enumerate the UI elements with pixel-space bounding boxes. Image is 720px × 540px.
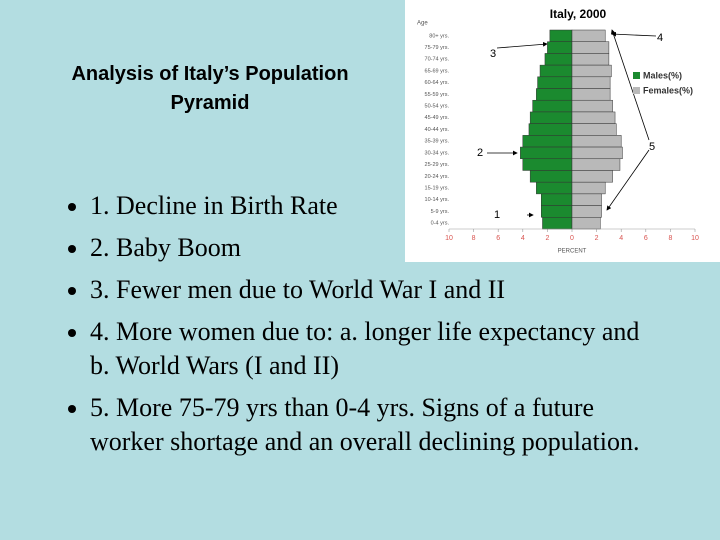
arrows — [487, 29, 657, 218]
x-tick-label: 2 — [595, 235, 599, 242]
bar — [532, 99, 573, 113]
annotation: 2 — [477, 147, 483, 159]
y-tick-label: 10-14 yrs. — [425, 197, 450, 203]
y-tick-label: 75-79 yrs. — [425, 45, 450, 51]
chart-title: Italy, 2000 — [550, 7, 607, 21]
x-tick-label: 0 — [570, 235, 574, 242]
y-tick-label: 65-69 yrs. — [425, 68, 450, 74]
bar — [542, 217, 573, 230]
legend-label: Males(%) — [643, 70, 682, 80]
bar — [544, 53, 573, 66]
annotation: 3 — [490, 48, 496, 60]
y-tick-label: 25-29 yrs. — [425, 162, 450, 168]
bar — [571, 29, 606, 42]
y-tick-label: 0-4 yrs. — [431, 221, 450, 227]
bullet: 1. Decline in Birth Rate — [90, 189, 665, 223]
x-tick-label: 6 — [496, 235, 500, 242]
legend-swatch — [633, 72, 640, 79]
annotation: 4 — [657, 32, 663, 44]
chart: Italy, 2000 Age PERCENT 10 8 6 4 2 0 2 4 6 8 10 80+… — [405, 0, 720, 262]
bar — [571, 181, 606, 195]
slide-title: Analysis of Italy’s Population Pyramid — [71, 63, 349, 114]
bar — [522, 135, 573, 148]
x-tick-label: 2 — [545, 235, 549, 242]
annotation: 5 — [649, 141, 655, 153]
bar — [571, 217, 601, 230]
bar — [571, 193, 602, 206]
bar — [571, 158, 621, 171]
x-tick-label: 8 — [668, 235, 672, 242]
bar — [541, 193, 573, 206]
x-axis-label: PERCENT — [558, 249, 587, 255]
bullet-list: 1. Decline in Birth Rate 2. Baby Boom 3. F… — [52, 189, 665, 467]
bar — [571, 76, 611, 89]
bar — [529, 111, 573, 124]
annotation: 1 — [494, 209, 500, 221]
y-tick-label: 60-64 yrs. — [425, 80, 450, 86]
bullet: 3. Fewer men due to World War I and II — [90, 273, 665, 307]
y-tick-label: 5-9 yrs. — [431, 209, 450, 215]
y-tick-label: 70-74 yrs. — [425, 57, 450, 63]
bar — [571, 53, 610, 66]
bar — [541, 205, 573, 218]
bar — [571, 170, 613, 183]
y-tick-label: 45-49 yrs. — [425, 115, 450, 121]
y-tick-label: 55-59 yrs. — [425, 92, 450, 98]
legend-swatch — [633, 87, 640, 94]
y-tick-label: 30-34 yrs. — [425, 150, 450, 156]
bar — [571, 146, 623, 160]
bar — [571, 88, 611, 101]
bar — [571, 123, 617, 136]
bar — [571, 99, 613, 113]
bar — [536, 88, 573, 101]
x-tick-label: 6 — [644, 235, 648, 242]
y-axis-label: Age — [417, 21, 428, 27]
bar — [537, 76, 573, 89]
bar — [571, 64, 612, 78]
bar — [571, 135, 622, 148]
x-tick-label: 4 — [521, 235, 525, 242]
y-tick-label: 35-39 yrs. — [425, 139, 450, 145]
bar — [536, 181, 573, 195]
bar — [571, 111, 616, 124]
x-tick-label: 10 — [691, 235, 699, 242]
bar — [571, 41, 610, 54]
bar — [547, 41, 573, 54]
bullet: 5. More 75-79 yrs than 0-4 yrs. Signs of… — [90, 391, 665, 459]
bar — [528, 123, 573, 136]
bar — [571, 205, 602, 218]
x-tick-label: 8 — [472, 235, 476, 242]
bar — [522, 158, 573, 171]
y-tick-label: 20-24 yrs. — [425, 174, 450, 180]
y-tick-label: 80+ yrs. — [429, 33, 449, 39]
y-tick-label: 15-19 yrs. — [425, 185, 450, 191]
x-tick-label: 4 — [619, 235, 623, 242]
y-tick-label: 40-44 yrs. — [425, 127, 450, 133]
bar — [539, 64, 573, 78]
y-tick-label: 50-54 yrs. — [425, 104, 450, 110]
legend-label: Females(%) — [643, 85, 693, 95]
bullet: 2. Baby Boom — [90, 231, 665, 265]
x-tick-label: 10 — [445, 235, 453, 242]
bar — [529, 170, 573, 183]
bullet: 4. More women due to: a. longer life exp… — [90, 315, 665, 383]
bar — [520, 146, 573, 160]
bar — [549, 29, 573, 42]
